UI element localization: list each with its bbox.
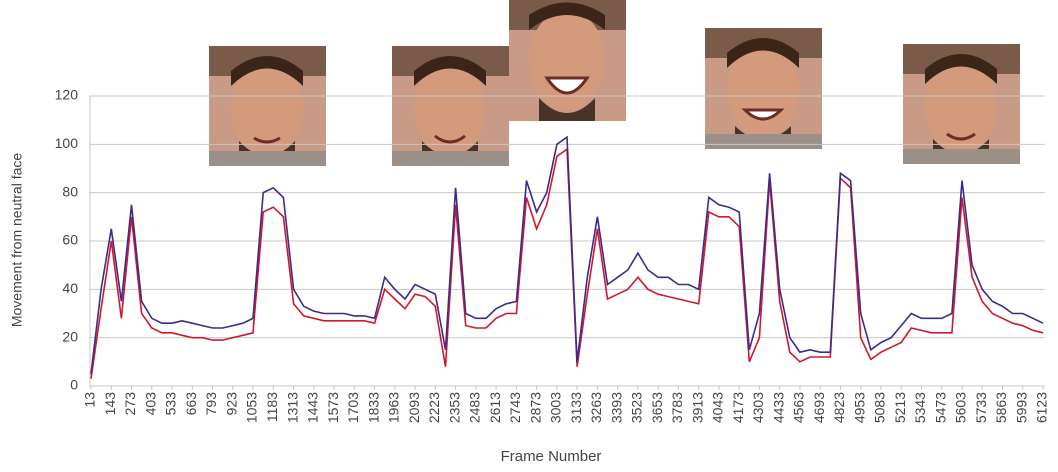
y-tick-label: 80 bbox=[62, 183, 78, 199]
x-tick-label: 4693 bbox=[811, 392, 827, 423]
x-tick-label: 5603 bbox=[953, 392, 969, 423]
x-tick-label: 4953 bbox=[851, 392, 867, 423]
y-tick-label: 40 bbox=[62, 280, 78, 296]
x-tick-label: 1053 bbox=[244, 392, 260, 423]
face-photo bbox=[509, 0, 626, 121]
x-tick-label: 923 bbox=[223, 392, 239, 416]
x-tick-label: 3133 bbox=[568, 392, 584, 423]
y-tick-label: 0 bbox=[70, 377, 78, 393]
x-tick-label: 2483 bbox=[467, 392, 483, 423]
series-line bbox=[90, 147, 1044, 379]
x-tick-label: 1703 bbox=[345, 392, 361, 423]
x-tick-label: 533 bbox=[163, 392, 179, 416]
x-tick-label: 1833 bbox=[365, 392, 381, 423]
x-axis-title: Frame Number bbox=[501, 448, 602, 465]
face-photo bbox=[209, 46, 326, 166]
x-tick-label: 13 bbox=[82, 392, 98, 408]
x-tick-label: 2353 bbox=[446, 392, 462, 423]
y-tick-label: 20 bbox=[62, 328, 78, 344]
x-tick-label: 1183 bbox=[264, 392, 280, 422]
face-photo bbox=[903, 44, 1020, 164]
x-tick-label: 3653 bbox=[649, 392, 665, 423]
x-tick-label: 1443 bbox=[305, 392, 321, 423]
x-tick-label: 5863 bbox=[993, 392, 1009, 423]
x-tick-label: 4823 bbox=[831, 392, 847, 423]
x-tick-label: 2093 bbox=[406, 392, 422, 423]
x-tick-label: 4563 bbox=[791, 392, 807, 423]
x-tick-label: 3523 bbox=[629, 392, 645, 423]
x-tick-label: 4173 bbox=[730, 392, 746, 423]
x-tick-label: 663 bbox=[183, 392, 199, 416]
x-tick-label: 3003 bbox=[548, 392, 564, 423]
x-tick-label: 2223 bbox=[426, 392, 442, 423]
x-tick-label: 5733 bbox=[973, 392, 989, 423]
x-tick-label: 1313 bbox=[284, 392, 300, 423]
x-tick-label: 1963 bbox=[386, 392, 402, 423]
x-tick-label: 3263 bbox=[588, 392, 604, 423]
x-tick-label: 4433 bbox=[770, 392, 786, 423]
x-tick-label: 3913 bbox=[689, 392, 705, 423]
x-tick-label: 6123 bbox=[1034, 392, 1050, 423]
x-tick-label: 4303 bbox=[750, 392, 766, 423]
x-tick-label: 3783 bbox=[669, 392, 685, 423]
x-tick-label: 143 bbox=[102, 392, 118, 416]
x-tick-label: 2613 bbox=[487, 392, 503, 423]
y-tick-label: 60 bbox=[62, 232, 78, 248]
x-tick-label: 273 bbox=[122, 392, 138, 416]
x-tick-label: 2873 bbox=[527, 392, 543, 423]
x-tick-label: 5473 bbox=[932, 392, 948, 423]
x-tick-label: 5343 bbox=[912, 392, 928, 423]
face-photos bbox=[209, 0, 1020, 166]
y-tick-label: 100 bbox=[55, 135, 79, 151]
x-tick-label: 1573 bbox=[325, 392, 341, 423]
x-tick-label: 5213 bbox=[892, 392, 908, 423]
face-photo bbox=[392, 46, 509, 166]
x-tick-label: 793 bbox=[203, 392, 219, 416]
x-tick-label: 4043 bbox=[710, 392, 726, 423]
y-tick-label: 120 bbox=[55, 87, 79, 103]
y-axis-title: Movement from neutral face bbox=[9, 153, 25, 328]
x-tick-label: 3393 bbox=[608, 392, 624, 423]
x-tick-label: 5083 bbox=[872, 392, 888, 423]
x-tick-label: 403 bbox=[142, 392, 158, 416]
x-tick-label: 2743 bbox=[507, 392, 523, 423]
series-line bbox=[90, 135, 1044, 374]
face-photo bbox=[705, 28, 822, 149]
x-tick-label: 5993 bbox=[1013, 392, 1029, 423]
